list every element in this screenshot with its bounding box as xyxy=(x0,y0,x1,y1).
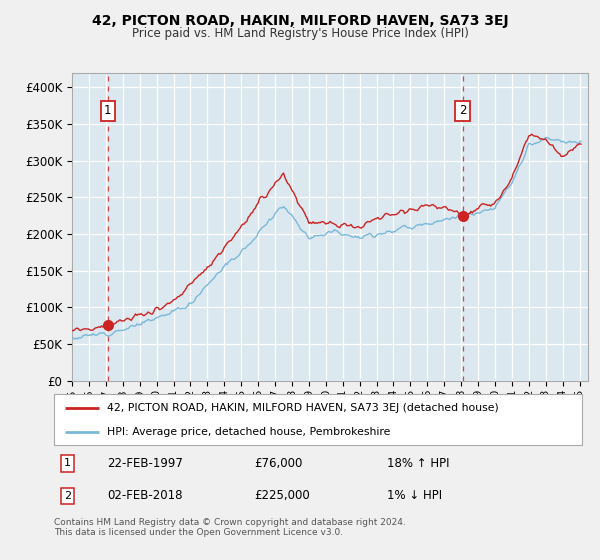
Text: £76,000: £76,000 xyxy=(254,457,303,470)
Text: 22-FEB-1997: 22-FEB-1997 xyxy=(107,457,182,470)
Text: HPI: Average price, detached house, Pembrokeshire: HPI: Average price, detached house, Pemb… xyxy=(107,427,390,437)
FancyBboxPatch shape xyxy=(54,394,582,445)
Text: 1: 1 xyxy=(64,459,71,469)
Text: 42, PICTON ROAD, HAKIN, MILFORD HAVEN, SA73 3EJ: 42, PICTON ROAD, HAKIN, MILFORD HAVEN, S… xyxy=(92,14,508,28)
Text: 1: 1 xyxy=(104,104,112,118)
Text: Price paid vs. HM Land Registry's House Price Index (HPI): Price paid vs. HM Land Registry's House … xyxy=(131,27,469,40)
Text: 02-FEB-2018: 02-FEB-2018 xyxy=(107,489,182,502)
Text: 2: 2 xyxy=(459,104,466,118)
Text: 42, PICTON ROAD, HAKIN, MILFORD HAVEN, SA73 3EJ (detached house): 42, PICTON ROAD, HAKIN, MILFORD HAVEN, S… xyxy=(107,403,499,413)
Text: 2: 2 xyxy=(64,491,71,501)
Text: 1% ↓ HPI: 1% ↓ HPI xyxy=(386,489,442,502)
Text: 18% ↑ HPI: 18% ↑ HPI xyxy=(386,457,449,470)
Text: Contains HM Land Registry data © Crown copyright and database right 2024.
This d: Contains HM Land Registry data © Crown c… xyxy=(54,518,406,538)
Text: £225,000: £225,000 xyxy=(254,489,310,502)
